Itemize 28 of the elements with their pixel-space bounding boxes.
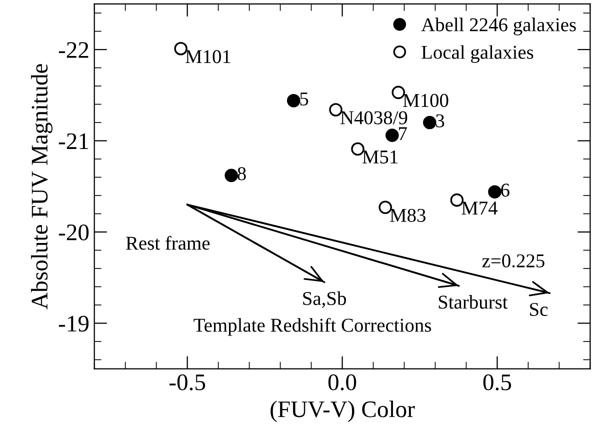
x-tick-label: -0.5	[170, 374, 206, 390]
annotation: Sc	[530, 302, 548, 316]
annotation: z=0.225	[482, 254, 544, 268]
annotation: M51	[362, 150, 398, 164]
annotation: Starburst	[438, 295, 508, 309]
annotation: M100	[403, 94, 448, 108]
x-tick-label: 0.0	[328, 374, 356, 390]
y-tick-label: -20	[58, 224, 89, 240]
annotation: 7	[399, 127, 407, 140]
x-axis-title: (FUV-V) Color	[270, 400, 415, 422]
annotation: M101	[186, 50, 230, 64]
y-axis-title: Absolute FUV Magnitude	[30, 64, 52, 310]
annotation: 5	[300, 92, 308, 106]
annotation: 6	[501, 184, 510, 197]
y-tick-label: -19	[58, 316, 89, 332]
y-tick-label: -22	[58, 42, 88, 58]
annotation: M74	[462, 202, 498, 214]
x-tick-label: 0.5	[483, 374, 512, 390]
legend-label: Abell 2246 galaxies	[421, 18, 576, 36]
annotation: 8	[238, 167, 246, 180]
annotation: 3	[436, 114, 444, 128]
y-tick-label: -21	[58, 133, 88, 149]
annotation: M83	[390, 208, 426, 222]
annotation: Rest frame	[126, 236, 210, 250]
annotation: Sa,Sb	[303, 291, 346, 308]
legend-label: Local galaxies	[422, 45, 534, 63]
annotation: Template Redshift Corrections	[194, 318, 432, 336]
annotation: N4038/9	[340, 111, 408, 124]
